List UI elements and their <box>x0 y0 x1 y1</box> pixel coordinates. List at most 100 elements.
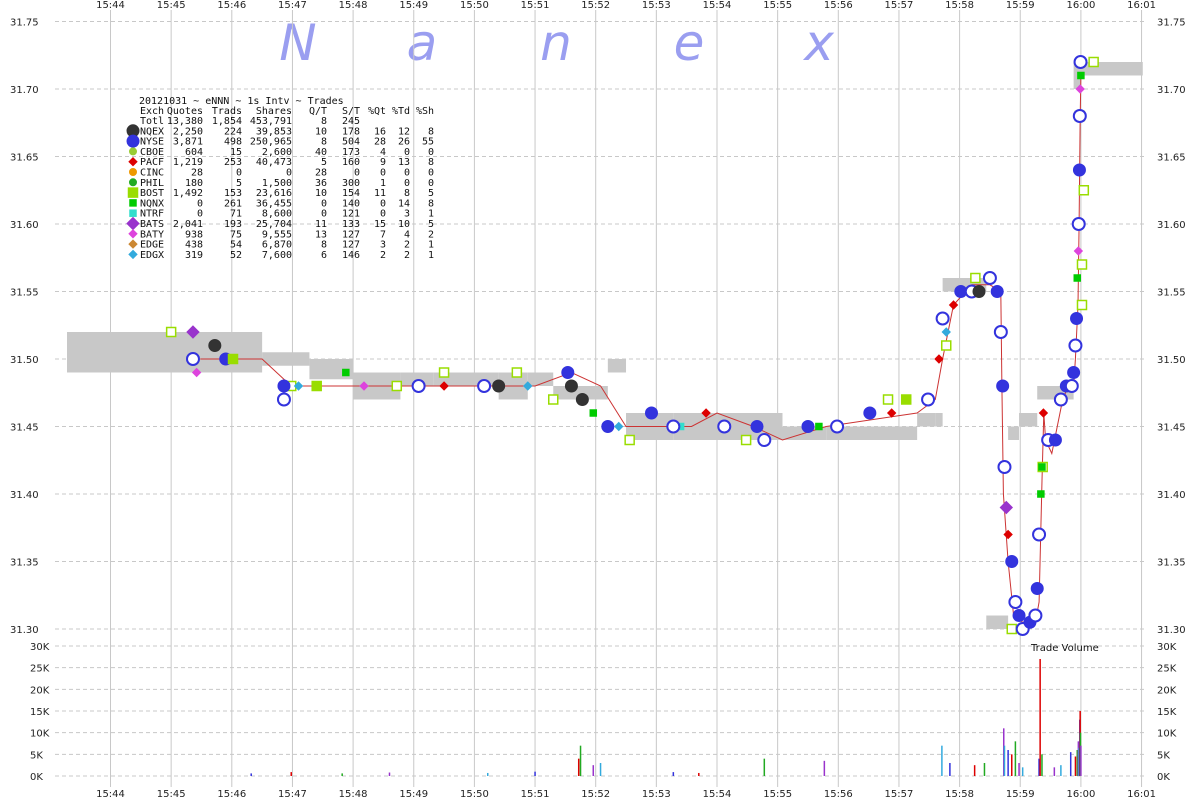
stats-cell: 178 <box>342 126 360 137</box>
stats-cell: 28 <box>374 137 386 148</box>
volume-bar <box>949 763 951 776</box>
trade-marker <box>185 352 200 366</box>
stats-cell: 3,871 <box>173 137 203 148</box>
stats-cell: 1,492 <box>173 188 203 199</box>
trade-marker <box>601 420 615 433</box>
x-tick-label-bottom: 15:53 <box>642 789 671 800</box>
trade-marker <box>886 408 897 418</box>
volume-tick-label-left: 20K <box>30 685 50 696</box>
stats-cell: 52 <box>230 250 242 261</box>
stats-cell: 13,380 <box>167 116 203 127</box>
legend-marker <box>129 178 137 187</box>
trade-marker <box>1064 379 1079 393</box>
stats-cell: 0 <box>236 168 242 179</box>
x-tick-label-top: 15:49 <box>399 0 428 11</box>
quote-marker <box>438 367 450 378</box>
quote-marker <box>1076 299 1088 311</box>
stats-cell: 6,870 <box>262 240 292 251</box>
price-tick-label-left: 31.35 <box>10 558 39 569</box>
volume-tick-label-right: 10K <box>1157 729 1177 740</box>
trade-markers <box>185 55 1088 636</box>
price-tick-label-left: 31.40 <box>10 490 39 501</box>
x-tick-label-bottom: 15:51 <box>521 789 550 800</box>
x-tick-label-bottom: 15:52 <box>581 789 610 800</box>
x-tick-label-top: 15:55 <box>763 0 792 11</box>
stats-cell: Totl <box>140 116 164 127</box>
trade-marker <box>227 353 239 365</box>
stats-cell: 12 <box>398 126 410 137</box>
legend-marker <box>128 156 138 167</box>
stats-cell: 8 <box>404 188 410 199</box>
x-tick-label-bottom: 15:46 <box>217 789 246 800</box>
x-tick-label-top: 15:44 <box>96 0 125 11</box>
trade-marker <box>477 379 492 393</box>
watermark-letter: n <box>540 14 572 72</box>
trade-marker <box>863 406 877 420</box>
legend-marker <box>126 134 140 148</box>
trade-marker <box>614 421 624 432</box>
stats-cell: 121 <box>342 209 360 220</box>
stats-cell: 160 <box>342 157 360 168</box>
volume-tick-label-right: 15K <box>1157 707 1177 718</box>
volume-bar <box>250 773 252 776</box>
stats-cell: 11 <box>374 188 386 199</box>
trade-marker <box>982 271 997 285</box>
x-tick-label-bottom: 15:58 <box>945 789 974 800</box>
stats-cell: 0 <box>354 168 360 179</box>
nbbo-band-segment <box>1008 426 1020 440</box>
stats-cell: 453,791 <box>250 116 292 127</box>
stats-cell: 250,965 <box>250 137 292 148</box>
grid <box>55 10 1145 787</box>
stats-cell: 1 <box>380 178 386 189</box>
trade-marker <box>997 460 1012 474</box>
stats-title: 20121031 ~ eNNN ~ 1s Intv ~ Trades <box>139 96 344 107</box>
stats-cell: NTRF <box>140 209 164 220</box>
stats-cell: 1 <box>428 240 434 251</box>
trade-marker <box>1077 71 1085 80</box>
legend-marker <box>128 239 138 249</box>
volume-bar <box>486 772 489 776</box>
stats-cell: 153 <box>224 188 242 199</box>
quote-marker <box>547 394 559 405</box>
stats-cell: 8 <box>428 157 434 168</box>
stats-cell: 498 <box>224 137 242 148</box>
quote-markers <box>165 56 1099 635</box>
volume-bar <box>388 772 391 776</box>
stats-cell: 54 <box>230 240 242 251</box>
stats-cell: 13 <box>315 229 327 240</box>
stats-cell: 75 <box>230 229 242 240</box>
quote-marker <box>391 380 403 392</box>
stats-header-cell: S/T <box>342 106 360 117</box>
trade-marker <box>1008 595 1023 609</box>
stats-cell: EDGX <box>140 250 164 261</box>
quote-marker <box>1088 56 1099 68</box>
quote-marker <box>1076 259 1088 270</box>
price-tick-label-left: 31.45 <box>10 423 39 434</box>
stats-cell: 36 <box>315 178 327 189</box>
stats-cell: 0 <box>404 178 410 189</box>
stats-cell: 0 <box>428 168 434 179</box>
stats-cell: 0 <box>286 168 292 179</box>
stats-cell: 11 <box>315 219 327 230</box>
legend-marker <box>128 249 138 260</box>
trade-marker <box>935 311 950 326</box>
stats-cell: 300 <box>342 178 360 189</box>
nbbo-band-segment <box>607 359 627 373</box>
stats-cell: 5 <box>321 157 327 168</box>
x-tick-label-bottom: 15:48 <box>339 789 368 800</box>
stats-cell: 1 <box>428 209 434 220</box>
stats-cell: 154 <box>342 188 360 199</box>
volume-bar <box>1021 767 1024 776</box>
stats-cell: 127 <box>342 229 360 240</box>
stats-cell: 0 <box>321 209 327 220</box>
volume-bar <box>1041 754 1043 776</box>
trade-marker <box>1038 408 1049 418</box>
trade-marker <box>717 419 732 434</box>
stats-cell: 1,219 <box>173 157 203 168</box>
stats-cell: 224 <box>224 126 242 137</box>
price-tick-label-right: 31.40 <box>1157 490 1186 501</box>
stats-cell: 5 <box>428 219 434 230</box>
stats-header-cell: Shares <box>256 106 292 117</box>
price-tick-label-left: 31.55 <box>10 288 39 299</box>
